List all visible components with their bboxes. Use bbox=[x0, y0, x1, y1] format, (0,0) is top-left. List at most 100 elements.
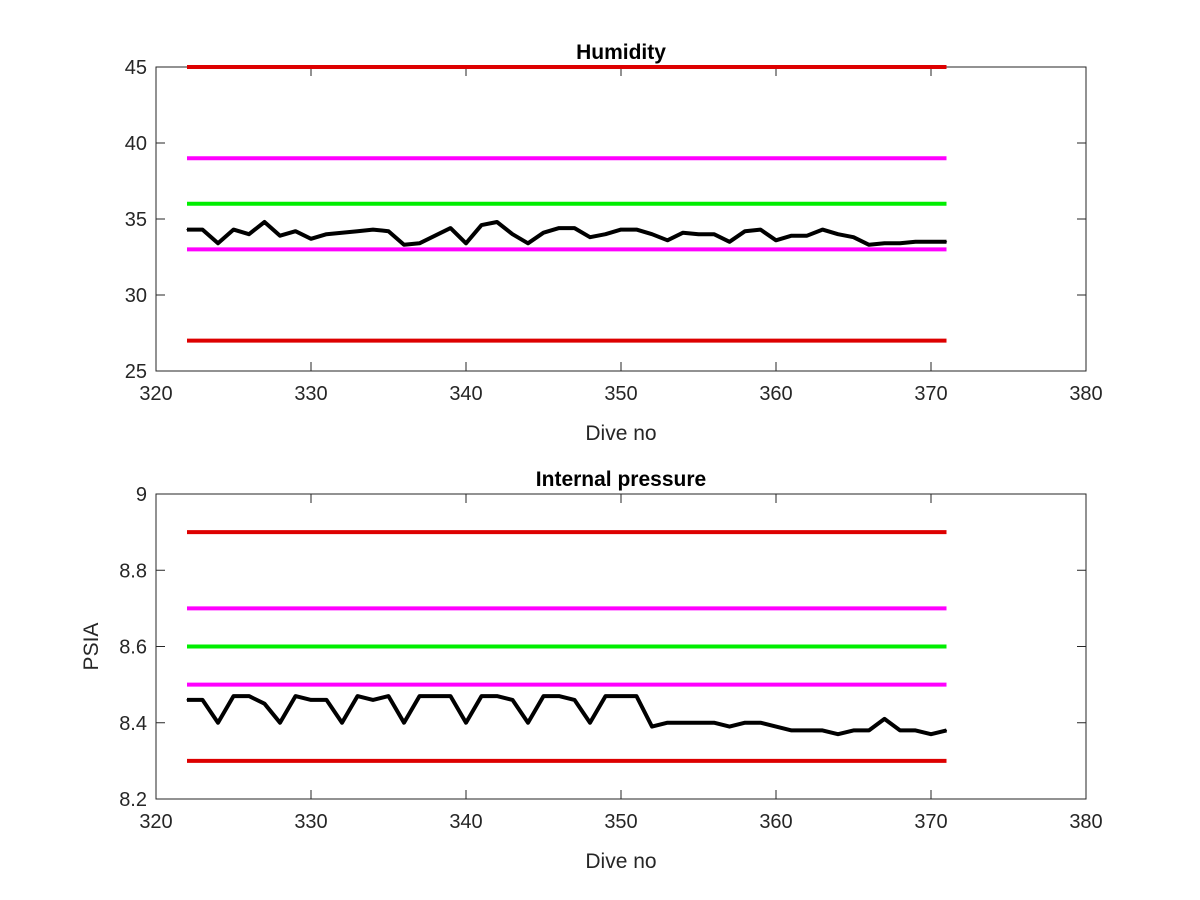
x-axis-label: Dive no bbox=[585, 850, 656, 873]
data-point bbox=[775, 725, 777, 728]
data-point bbox=[511, 233, 514, 235]
x-tick-label: 380 bbox=[1069, 383, 1102, 405]
x-tick-label: 350 bbox=[604, 811, 637, 833]
data-point bbox=[201, 699, 204, 701]
data-point bbox=[465, 242, 467, 244]
data-point bbox=[682, 722, 684, 724]
data-point bbox=[790, 235, 793, 237]
data-point bbox=[186, 229, 188, 231]
data-point bbox=[248, 233, 250, 235]
data-point bbox=[635, 695, 638, 697]
data-point bbox=[604, 233, 607, 235]
data-point bbox=[713, 233, 715, 235]
y-tick-label: 45 bbox=[125, 57, 147, 79]
data-point bbox=[666, 239, 669, 241]
data-point bbox=[759, 722, 762, 724]
data-point bbox=[899, 242, 901, 244]
data-point bbox=[666, 722, 669, 724]
data-point bbox=[883, 242, 886, 244]
data-point bbox=[217, 722, 219, 724]
x-axis-label: Dive no bbox=[585, 422, 656, 445]
data-point bbox=[775, 239, 777, 241]
y-tick-label: 8.2 bbox=[119, 789, 147, 811]
data-point bbox=[651, 233, 653, 235]
data-point bbox=[356, 695, 359, 697]
data-point bbox=[821, 729, 824, 731]
y-tick-label: 8.8 bbox=[119, 560, 147, 582]
data-point bbox=[511, 699, 514, 701]
data-point bbox=[697, 722, 700, 724]
data-point bbox=[294, 695, 297, 697]
x-tick-label: 320 bbox=[139, 383, 172, 405]
data-point bbox=[372, 699, 374, 701]
data-point bbox=[914, 729, 917, 731]
y-tick-label: 35 bbox=[125, 209, 147, 231]
data-point bbox=[635, 229, 638, 231]
data-point bbox=[744, 230, 746, 232]
data-point bbox=[403, 722, 405, 724]
plot-frame bbox=[155, 66, 1087, 372]
data-point bbox=[713, 722, 715, 724]
data-point bbox=[186, 699, 188, 701]
data-point bbox=[325, 233, 328, 235]
data-point bbox=[418, 695, 421, 697]
data-point bbox=[279, 722, 281, 724]
x-tick-label: 330 bbox=[294, 811, 327, 833]
data-point bbox=[868, 244, 870, 246]
data-point bbox=[310, 699, 312, 701]
data-point bbox=[279, 235, 281, 237]
data-point bbox=[620, 229, 622, 231]
data-point bbox=[294, 230, 297, 232]
data-point bbox=[201, 229, 204, 231]
data-series-line bbox=[187, 220, 947, 247]
y-tick-label: 8.6 bbox=[119, 637, 147, 659]
x-tick-label: 370 bbox=[914, 383, 947, 405]
data-point bbox=[434, 235, 436, 237]
data-point bbox=[852, 236, 855, 238]
y-tick-label: 8.4 bbox=[119, 713, 147, 735]
data-point bbox=[542, 232, 545, 234]
data-point bbox=[697, 233, 700, 235]
data-point bbox=[837, 733, 839, 735]
humidity-plot: 320 330 340 350 360 370 380 25 30 35 40 45 Humidity D… bbox=[125, 41, 1103, 445]
data-point bbox=[387, 230, 390, 232]
data-point bbox=[728, 241, 731, 243]
data-point bbox=[341, 232, 343, 234]
data-point bbox=[496, 695, 498, 697]
data-point bbox=[806, 235, 808, 237]
x-tick-label: 340 bbox=[449, 383, 482, 405]
x-tick-label: 380 bbox=[1069, 811, 1102, 833]
data-point bbox=[232, 695, 235, 697]
data-point bbox=[232, 229, 235, 231]
data-point bbox=[449, 695, 452, 697]
data-point bbox=[589, 722, 591, 724]
data-point bbox=[806, 729, 808, 731]
data-point bbox=[604, 695, 607, 697]
data-point bbox=[852, 729, 855, 731]
y-tick-label: 30 bbox=[125, 285, 147, 307]
x-tick-label: 350 bbox=[604, 383, 637, 405]
data-point bbox=[434, 695, 436, 697]
data-point bbox=[930, 241, 932, 243]
data-point bbox=[744, 722, 746, 724]
data-point bbox=[821, 229, 824, 231]
data-point bbox=[883, 718, 886, 720]
y-tick-label: 40 bbox=[125, 133, 147, 155]
data-point bbox=[480, 224, 483, 226]
chart-title: Humidity bbox=[576, 41, 666, 64]
data-point bbox=[899, 729, 901, 731]
data-point bbox=[542, 695, 545, 697]
y-tick-label: 9 bbox=[136, 484, 147, 506]
data-point bbox=[558, 695, 560, 697]
x-tick-label: 370 bbox=[914, 811, 947, 833]
data-point bbox=[263, 703, 266, 705]
data-point bbox=[945, 241, 948, 243]
data-point bbox=[558, 227, 560, 229]
x-tick-label: 320 bbox=[139, 811, 172, 833]
data-point bbox=[728, 725, 731, 728]
data-point bbox=[589, 236, 591, 238]
data-point bbox=[372, 229, 374, 231]
data-point bbox=[620, 695, 622, 697]
y-tick-label: 25 bbox=[125, 361, 147, 383]
data-point bbox=[790, 729, 793, 731]
